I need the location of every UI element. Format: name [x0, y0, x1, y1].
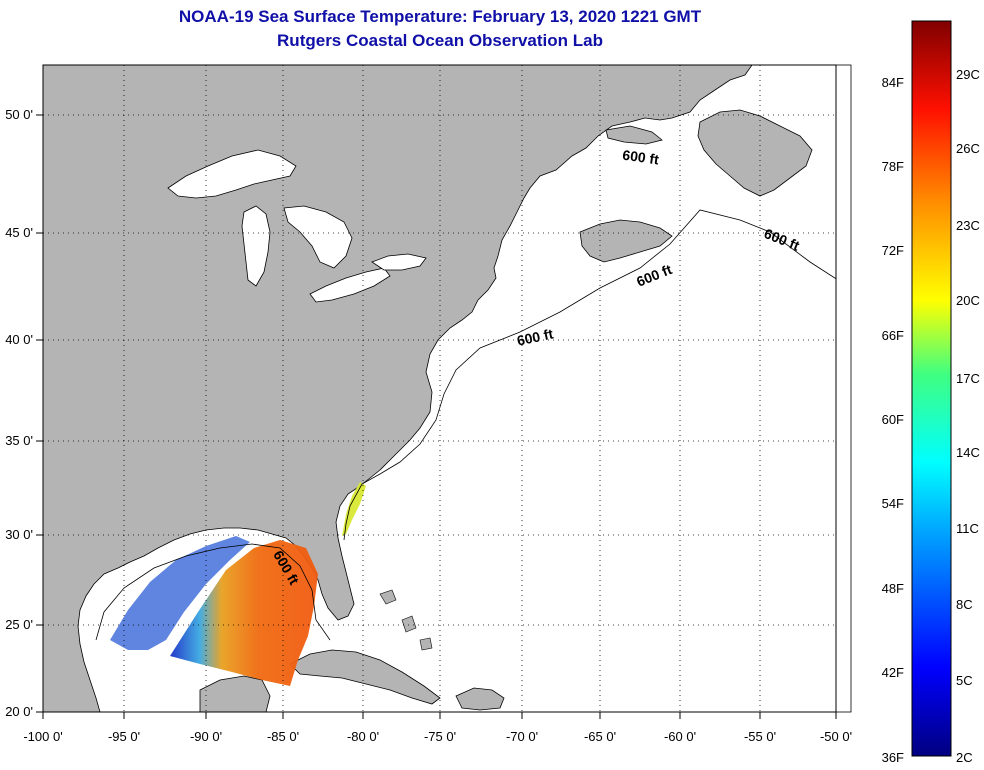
lon-label: -85 0'	[267, 729, 299, 744]
colorbar-c-label: 17C	[956, 371, 980, 386]
lon-label: -65 0'	[584, 729, 616, 744]
lake-superior	[167, 149, 297, 199]
lon-label: -80 0'	[347, 729, 379, 744]
isobath-600ft-gulf	[95, 543, 331, 641]
contour-label: 600 ft	[515, 325, 554, 348]
lat-label: 50 0'	[5, 107, 33, 122]
colorbar-f-label: 54F	[882, 496, 904, 511]
lake-michigan	[241, 205, 271, 287]
cuba-land	[289, 649, 441, 705]
lat-label: 40 0'	[5, 332, 33, 347]
colorbar-c-label: 11C	[956, 521, 979, 536]
axis-ticks: -100 0' -95 0' -90 0' -85 0' -80 0' -75 0' -70…	[5, 107, 852, 744]
lon-label: -100 0'	[23, 729, 62, 744]
colorbar-f-label: 60F	[882, 412, 904, 427]
sst-east-coast-strip	[342, 482, 366, 536]
nova-scotia-land	[579, 219, 673, 263]
colorbar-c-label: 2C	[956, 750, 973, 765]
map-outer-frame	[42, 64, 852, 713]
yucatan-land	[199, 675, 271, 712]
map-title: NOAA-19 Sea Surface Temperature: Februar…	[178, 7, 702, 26]
colorbar	[911, 20, 952, 757]
lon-label: -75 0'	[424, 729, 456, 744]
colorbar-c-label: 5C	[956, 673, 973, 688]
lon-label: -60 0'	[664, 729, 696, 744]
colorbar-f-label: 36F	[882, 750, 904, 765]
lat-label: 30 0'	[5, 527, 33, 542]
colorbar-f-label: 66F	[882, 328, 904, 343]
graticule	[43, 65, 836, 712]
lon-label: -70 0'	[506, 729, 538, 744]
colorbar-c-label: 8C	[956, 597, 973, 612]
colorbar-f-label: 48F	[882, 581, 904, 596]
isobath-600ft	[343, 209, 836, 541]
lon-label: -50 0'	[820, 729, 852, 744]
colorbar-f-label: 72F	[882, 243, 904, 258]
colorbar-c-label: 29C	[956, 67, 980, 82]
newfoundland-land	[697, 109, 813, 197]
sst-swath-blue-streaks	[110, 536, 250, 650]
lon-label: -90 0'	[190, 729, 222, 744]
lake-erie	[309, 267, 391, 303]
map-subtitle: Rutgers Coastal Ocean Observation Lab	[277, 31, 603, 50]
lat-label: 45 0'	[5, 225, 33, 240]
anticosti-land	[605, 125, 663, 145]
lon-label: -95 0'	[108, 729, 140, 744]
colorbar-c-label: 23C	[956, 218, 980, 233]
lake-huron	[283, 205, 353, 269]
lat-label: 25 0'	[5, 617, 33, 632]
colorbar-f-label: 42F	[882, 665, 904, 680]
colorbar-c-label: 26C	[956, 141, 980, 156]
lake-ontario	[371, 253, 427, 271]
lon-label: -55 0'	[744, 729, 776, 744]
colorbar-labels: 84F 78F 72F 66F 60F 54F 48F 42F 36F 29C 26C 23C 20C 1…	[882, 67, 980, 765]
lat-label: 35 0'	[5, 433, 33, 448]
colorbar-c-label: 14C	[956, 445, 980, 460]
lat-label: 20 0'	[5, 704, 33, 719]
colorbar-f-label: 84F	[882, 75, 904, 90]
colorbar-c-label: 20C	[956, 293, 980, 308]
bahamas-islands	[379, 589, 433, 651]
contour-label: 600 ft	[621, 147, 660, 168]
colorbar-f-label: 78F	[882, 159, 904, 174]
hispaniola-land	[455, 687, 505, 711]
sst-swath	[170, 540, 318, 686]
